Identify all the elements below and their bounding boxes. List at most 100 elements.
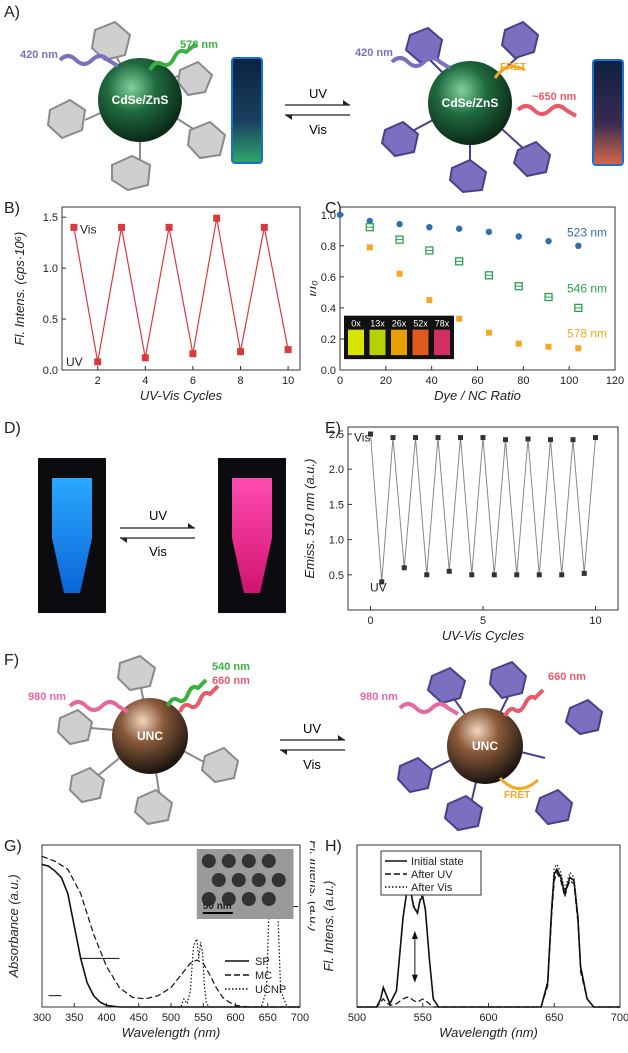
unc-label-left: UNC — [137, 729, 163, 743]
data-point — [548, 437, 553, 443]
y-tick-label: 1.0 — [329, 535, 344, 547]
data-point — [426, 223, 433, 231]
excitation-wave-right — [390, 56, 452, 70]
excitation-label-right: 420 nm — [355, 47, 393, 59]
series-line — [357, 867, 620, 1008]
y-axis-label: Fl. Intens. (cps·10⁶) — [12, 232, 27, 346]
data-point — [396, 220, 403, 228]
data-point — [413, 435, 418, 441]
x-tick-label: 600 — [226, 1012, 244, 1024]
series-line — [357, 870, 620, 1008]
fret-label-f: FRET — [504, 790, 530, 801]
y-tick-label: 1.0 — [43, 263, 58, 275]
y-tick-label: 0.5 — [329, 570, 344, 582]
x-tick-label: 2 — [95, 375, 101, 387]
series-label: 523 nm — [567, 225, 607, 239]
series-label: 546 nm — [567, 281, 607, 295]
unc-core-right — [447, 708, 523, 784]
panel-label-a: A) — [4, 4, 20, 21]
chart-e: 0 5 10 0.5 1.0 1.5 2.0 2.5 UV-Vis Cycles Emiss. 5… — [302, 426, 619, 643]
x-tick-label: 700 — [611, 1012, 628, 1024]
closed-ligands-left — [46, 20, 227, 192]
data-point — [424, 572, 430, 578]
data-point — [213, 214, 221, 222]
y-tick-label: 0.0 — [321, 365, 336, 377]
x-tick-label: 300 — [33, 1012, 51, 1024]
emission-wave-660-right — [503, 688, 545, 717]
x-tick-label: 40 — [426, 375, 438, 387]
data-point — [336, 211, 344, 218]
data-point — [141, 354, 149, 362]
data-point — [469, 572, 475, 578]
inset-vial — [348, 329, 364, 356]
series-label: 578 nm — [567, 326, 607, 340]
x-tick-label: 8 — [237, 375, 243, 387]
emission-wave-green — [148, 42, 198, 71]
excitation-wave-980-right — [398, 702, 460, 716]
data-point — [545, 237, 552, 245]
arrow-label-vis-d: Vis — [149, 544, 167, 559]
chart-b: 2 4 6 8 10 0.0 0.5 1.0 1.5 UV-Vis Cycles Fl. Inten… — [12, 206, 301, 403]
data-point — [515, 340, 522, 347]
x-tick-label: 100 — [560, 375, 578, 387]
legend-label: After UV — [411, 869, 453, 881]
x-axis-label: Wavelength (nm) — [439, 1025, 538, 1040]
inset-label: 13x — [370, 319, 385, 329]
legend-label: UCNP — [255, 984, 286, 996]
x-axis-label: Dye / NC Ratio — [434, 388, 521, 403]
y-tick-label: 2.5 — [329, 429, 344, 441]
x-tick-label: 5 — [480, 615, 486, 627]
data-point — [118, 223, 125, 231]
data-point — [514, 572, 520, 578]
tem-particle — [261, 854, 276, 868]
vial-red — [592, 59, 624, 166]
tube-pink — [232, 478, 272, 593]
y-axis-label: Fl. Intens. (a.u.) — [321, 880, 336, 971]
arrow-head-down — [411, 974, 418, 983]
data-point — [581, 570, 587, 576]
data-point — [491, 572, 497, 578]
annotation-uv: UV — [66, 355, 83, 369]
panel-label-g: G) — [4, 838, 22, 855]
x-axis-label: UV-Vis Cycles — [442, 628, 525, 643]
y-tick-label: 1.0 — [321, 210, 336, 222]
data-point — [366, 244, 373, 251]
tem-particle — [221, 892, 236, 906]
chart-h: 500 550 600 650 700 Wavelength (nm) Fl. Intens… — [321, 844, 628, 1040]
inset-vial — [369, 329, 386, 356]
data-point — [390, 435, 396, 441]
data-point — [435, 435, 441, 441]
data-point — [456, 315, 463, 322]
emission-wave-660-left — [178, 684, 220, 713]
y-axis-label: I/I₀ — [310, 280, 319, 297]
arrow-label-vis-f: Vis — [303, 757, 321, 772]
inset-label: 26x — [392, 319, 407, 329]
panel-d-vials: UV Vis — [38, 458, 286, 613]
tem-particle — [221, 854, 236, 868]
data-point — [525, 436, 531, 442]
data-point — [70, 223, 78, 231]
panel-f-schematic: UNC 980 nm 540 nm 660 nm UV Vis UNC 980 … — [28, 654, 604, 832]
arrow-label-uv-a: UV — [309, 86, 327, 101]
x-tick-label: 80 — [517, 375, 529, 387]
x-tick-label: 6 — [190, 375, 196, 387]
arrow-label-vis-a: Vis — [309, 122, 327, 137]
x-tick-label: 10 — [589, 615, 601, 627]
legend-label: After Vis — [411, 882, 453, 894]
y-axis-label: Emiss. 510 nm (a.u.) — [302, 459, 317, 579]
x-tick-label: 10 — [282, 375, 294, 387]
inset-label: 52x — [413, 319, 428, 329]
data-point — [593, 435, 598, 441]
x-axis-label: Wavelength (nm) — [122, 1025, 221, 1040]
vial-green — [231, 57, 263, 164]
data-point — [189, 350, 197, 358]
inset-vial — [412, 329, 429, 356]
y-tick-label: 1.5 — [43, 212, 58, 224]
y-tick-label: 0.5 — [43, 314, 58, 326]
data-point — [165, 223, 173, 231]
arrow-label-uv-f: UV — [303, 721, 321, 736]
data-point — [379, 579, 385, 585]
emission-label-660-left: 660 nm — [212, 675, 250, 687]
x-tick-label: 650 — [259, 1012, 277, 1024]
tem-particle — [201, 892, 216, 906]
